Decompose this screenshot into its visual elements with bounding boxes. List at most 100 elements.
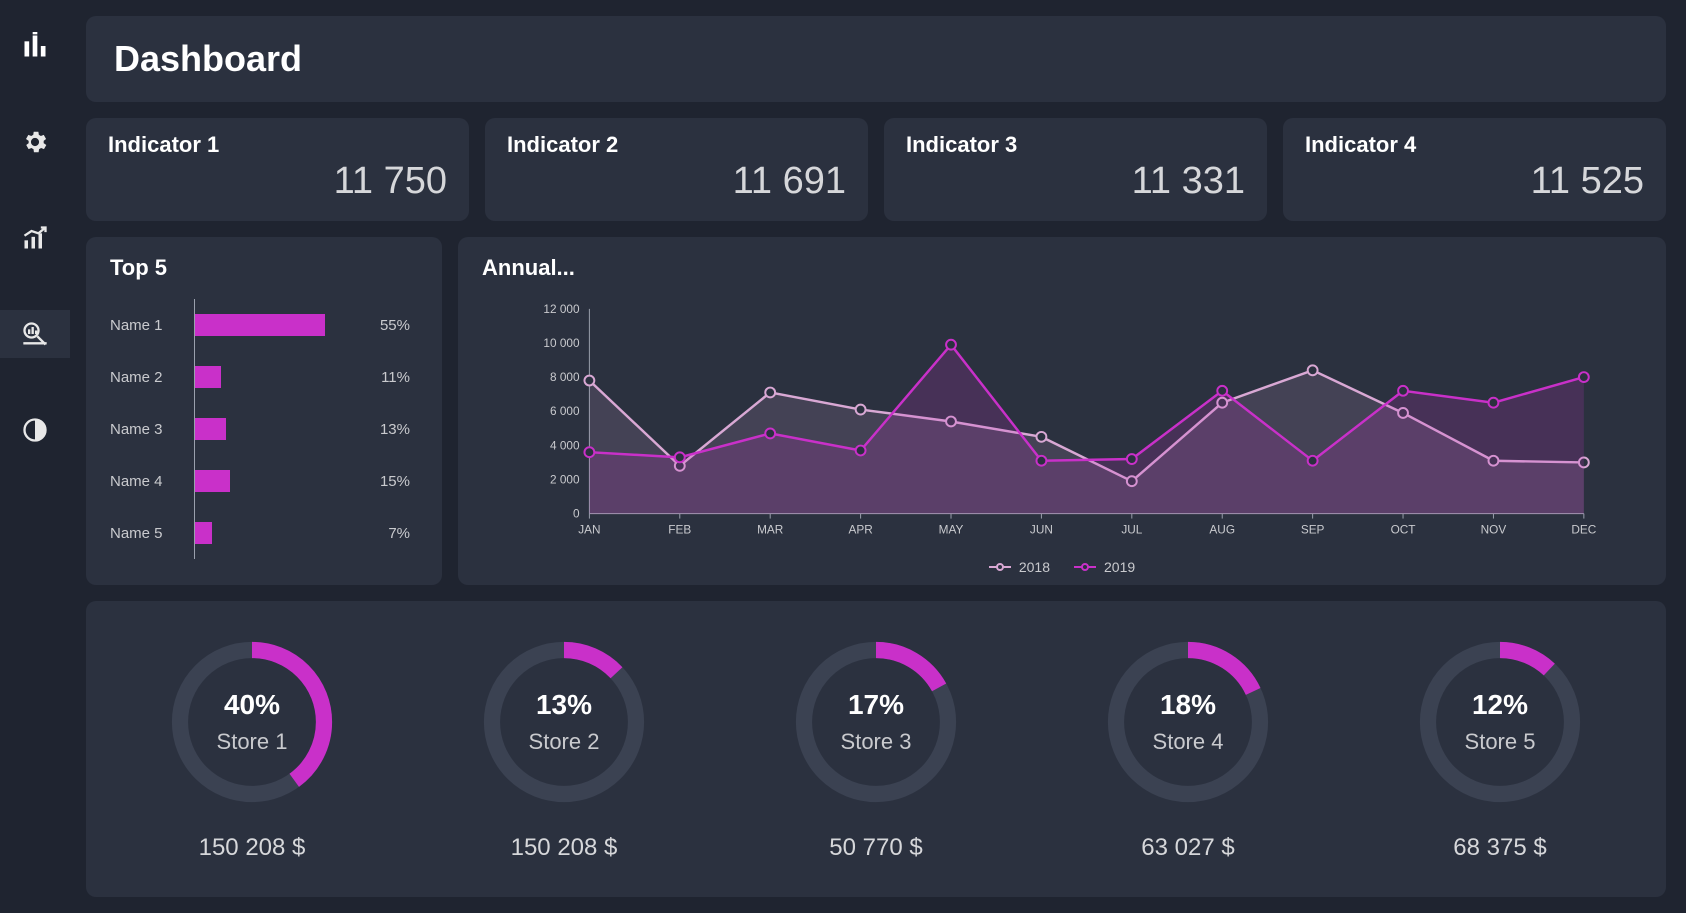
annual-legend: 2018 2019 [482, 559, 1642, 575]
bars-icon [21, 32, 49, 60]
donut-chart: 18% Store 4 [1098, 632, 1278, 812]
top5-title: Top 5 [110, 255, 418, 281]
donut-amount: 68 375 $ [1453, 834, 1546, 862]
donut-pct: 40% [224, 689, 280, 721]
donut-pct: 17% [848, 689, 904, 721]
donut-label: Store 2 [529, 729, 600, 755]
main-content: Dashboard Indicator 111 750Indicator 211… [70, 0, 1686, 913]
header-card: Dashboard [86, 16, 1666, 102]
svg-text:NOV: NOV [1481, 522, 1507, 536]
donut-amount: 63 027 $ [1141, 834, 1234, 862]
svg-text:OCT: OCT [1391, 522, 1416, 536]
top5-bar [195, 522, 212, 544]
contrast-icon [21, 416, 49, 444]
donut-pct: 18% [1160, 689, 1216, 721]
sidebar-item-trends[interactable] [0, 214, 70, 262]
sidebar-item-contrast[interactable] [0, 406, 70, 454]
donut-chart: 12% Store 5 [1410, 632, 1590, 812]
donut-item: 18% Store 4 63 027 $ [1098, 632, 1278, 862]
legend-swatch [1074, 566, 1096, 568]
legend-item: 2019 [1074, 559, 1135, 575]
svg-text:SEP: SEP [1301, 522, 1325, 536]
top5-pct: 15% [380, 473, 410, 490]
top5-bar [195, 470, 230, 492]
indicator-label: Indicator 3 [906, 132, 1245, 158]
donut-pct: 12% [1472, 689, 1528, 721]
indicator-value: 11 750 [108, 160, 447, 203]
donut-label: Store 3 [841, 729, 912, 755]
legend-label: 2019 [1104, 559, 1135, 575]
donut-row: 40%Store 1 150 208 $ 13% Store 2 150 208 $ 17… [86, 601, 1666, 897]
donut-amount: 150 208 $ [199, 834, 306, 862]
top5-name: Name 2 [110, 351, 194, 403]
annual-title: Annual... [482, 255, 1642, 281]
svg-text:10 000: 10 000 [543, 336, 580, 350]
top5-name: Name 4 [110, 455, 194, 507]
top5-row: 11% [195, 351, 410, 403]
top5-pct: 13% [380, 421, 410, 438]
svg-text:FEB: FEB [668, 522, 691, 536]
donut-label: Store 5 [1465, 729, 1536, 755]
svg-text:0: 0 [573, 507, 580, 521]
donut-pct: 13% [536, 689, 592, 721]
annual-panel: Annual... 0 2 000 4 000 6 000 8 000 10 000 12 … [458, 237, 1666, 585]
legend-label: 2018 [1019, 559, 1050, 575]
svg-text:AUG: AUG [1209, 522, 1235, 536]
top5-name: Name 1 [110, 299, 194, 351]
svg-text:JAN: JAN [578, 522, 600, 536]
top5-pct: 11% [381, 369, 410, 386]
sidebar-item-analyze[interactable] [0, 310, 70, 358]
svg-text:8 000: 8 000 [550, 370, 580, 384]
donut-item: 17% Store 3 50 770 $ [786, 632, 966, 862]
top5-row: 13% [195, 403, 410, 455]
top5-row: 7% [195, 507, 410, 559]
svg-text:4 000: 4 000 [550, 438, 580, 452]
top5-pct: 7% [388, 525, 410, 542]
gear-icon [21, 128, 49, 156]
indicator-value: 11 691 [507, 160, 846, 203]
page-title: Dashboard [114, 38, 1638, 80]
indicator-label: Indicator 4 [1305, 132, 1644, 158]
top5-name: Name 5 [110, 507, 194, 559]
indicator-row: Indicator 111 750Indicator 211 691Indica… [86, 118, 1666, 221]
svg-text:6 000: 6 000 [550, 404, 580, 418]
top5-bar [195, 366, 221, 388]
donut-item: 12% Store 5 68 375 $ [1410, 632, 1590, 862]
donut-chart: 17% Store 3 [786, 632, 966, 812]
analyze-icon [21, 320, 49, 348]
donut-item: 13% Store 2 150 208 $ [474, 632, 654, 862]
donut-amount: 150 208 $ [511, 834, 618, 862]
donut-label: Store 4 [1153, 729, 1224, 755]
indicator-label: Indicator 2 [507, 132, 846, 158]
top5-pct: 55% [380, 317, 410, 334]
indicator-card: Indicator 211 691 [485, 118, 868, 221]
indicator-label: Indicator 1 [108, 132, 447, 158]
top5-row: 15% [195, 455, 410, 507]
svg-text:2 000: 2 000 [550, 472, 580, 486]
svg-text:JUN: JUN [1030, 522, 1053, 536]
top5-bar [195, 314, 325, 336]
annual-line-chart: 0 2 000 4 000 6 000 8 000 10 000 12 000 JAN FEB M… [482, 299, 1642, 555]
legend-item: 2018 [989, 559, 1050, 575]
indicator-card: Indicator 311 331 [884, 118, 1267, 221]
svg-text:MAY: MAY [939, 522, 964, 536]
top5-row: 55% [195, 299, 410, 351]
legend-swatch [989, 566, 1011, 568]
indicator-card: Indicator 111 750 [86, 118, 469, 221]
sidebar-item-settings[interactable] [0, 118, 70, 166]
donut-amount: 50 770 $ [829, 834, 922, 862]
sidebar-item-logo[interactable] [0, 22, 70, 70]
top5-panel: Top 5 Name 1Name 2Name 3Name 4Name 5 55%… [86, 237, 442, 585]
svg-text:12 000: 12 000 [543, 302, 580, 316]
svg-text:MAR: MAR [757, 522, 783, 536]
sidebar [0, 0, 70, 913]
top5-bar [195, 418, 226, 440]
top5-name: Name 3 [110, 403, 194, 455]
svg-text:JUL: JUL [1121, 522, 1142, 536]
donut-chart: 40%Store 1 [162, 632, 342, 812]
indicator-value: 11 525 [1305, 160, 1644, 203]
donut-chart: 13% Store 2 [474, 632, 654, 812]
indicator-value: 11 331 [906, 160, 1245, 203]
indicator-card: Indicator 411 525 [1283, 118, 1666, 221]
svg-text:DEC: DEC [1571, 522, 1596, 536]
